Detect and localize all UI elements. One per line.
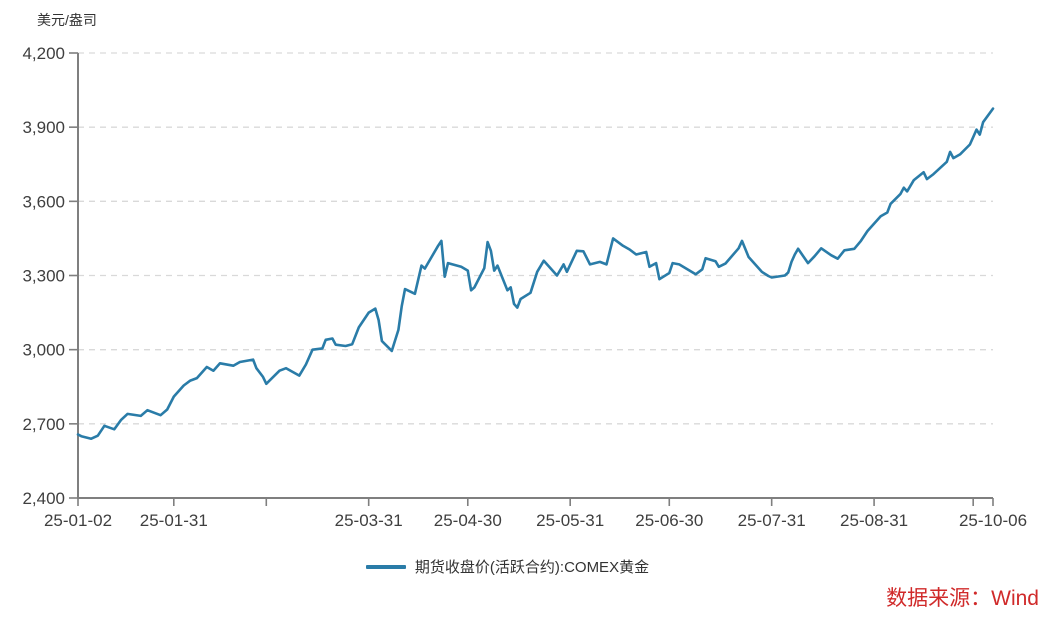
y-tick-label: 3,300 [22,267,65,286]
x-tick-label: 25-03-31 [335,511,403,530]
x-tick-label: 25-07-31 [738,511,806,530]
x-tick-label: 25-01-02 [44,511,112,530]
x-tick-label: 25-05-31 [536,511,604,530]
y-tick-label: 4,200 [22,44,65,63]
y-tick-label: 3,600 [22,192,65,211]
legend-label: 期货收盘价(活跃合约):COMEX黄金 [414,559,650,576]
x-tick-label: 25-10-06 [959,511,1027,530]
x-tick-label: 25-06-30 [635,511,703,530]
y-tick-label: 2,700 [22,415,65,434]
x-tick-label: 25-01-31 [140,511,208,530]
x-tick-label: 25-04-30 [434,511,502,530]
y-tick-label: 3,000 [22,341,65,360]
x-tick-label: 25-08-31 [840,511,908,530]
y-tick-label: 3,900 [22,118,65,137]
y-tick-label: 2,400 [22,489,65,508]
y-axis-unit-label: 美元/盎司 [37,12,97,28]
data-source-label: 数据来源：Wind [886,587,1039,610]
legend-line-swatch [365,564,406,569]
legend: 期货收盘价(活跃合约):COMEX黄金 [0,556,1015,577]
price-line [76,107,995,441]
